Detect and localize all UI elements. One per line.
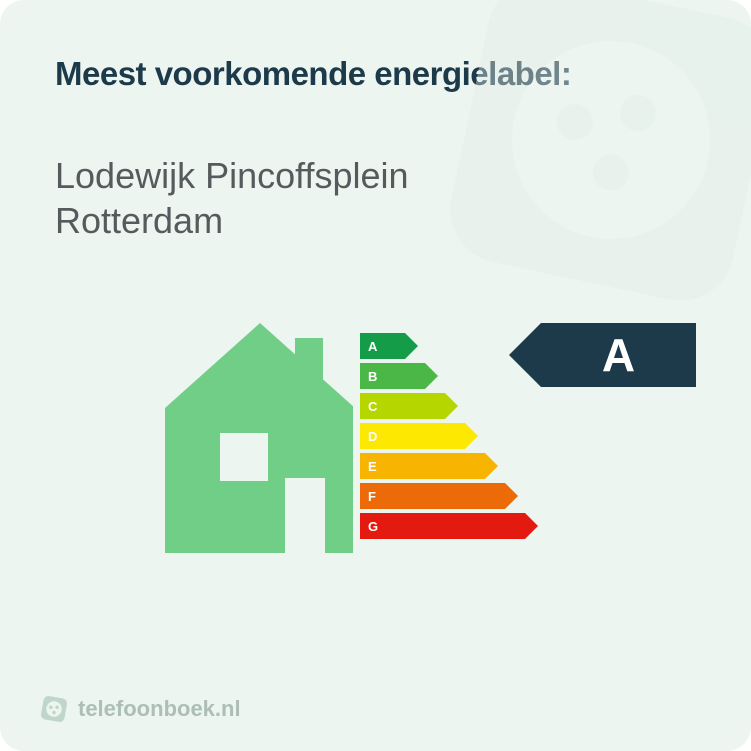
subtitle-line-2: Rotterdam [55, 200, 223, 241]
energy-bar: D [360, 423, 538, 449]
house-icon [165, 323, 355, 553]
footer: telefoonboek.nl [40, 695, 241, 723]
subtitle-line-1: Lodewijk Pincoffsplein [55, 155, 409, 196]
watermark-icon [431, 0, 751, 320]
energy-bar-body: E [360, 453, 485, 479]
energy-bar-body: B [360, 363, 425, 389]
energy-bar: G [360, 513, 538, 539]
highlight-letter: A [541, 323, 696, 387]
chevron-right-icon [445, 393, 458, 419]
energy-bar-body: G [360, 513, 525, 539]
brand-rest: boek.nl [164, 696, 241, 721]
chevron-right-icon [465, 423, 478, 449]
energy-bar: F [360, 483, 538, 509]
brand-text: telefoonboek.nl [78, 696, 241, 722]
brand-icon [40, 695, 68, 723]
highlight-arrow-icon [509, 323, 541, 387]
energy-bar-body: A [360, 333, 405, 359]
chevron-right-icon [405, 333, 418, 359]
energy-bar-body: D [360, 423, 465, 449]
brand-bold: telefoon [78, 696, 164, 721]
chevron-right-icon [425, 363, 438, 389]
energy-bar: C [360, 393, 538, 419]
energy-bar-body: F [360, 483, 505, 509]
energy-bar-body: C [360, 393, 445, 419]
energy-bar: E [360, 453, 538, 479]
chevron-right-icon [505, 483, 518, 509]
info-card: Meest voorkomende energielabel: Lodewijk… [0, 0, 751, 751]
energy-graphic: ABCDEFG A [55, 323, 696, 553]
chevron-right-icon [525, 513, 538, 539]
highlight-label: A [509, 323, 696, 387]
chevron-right-icon [485, 453, 498, 479]
